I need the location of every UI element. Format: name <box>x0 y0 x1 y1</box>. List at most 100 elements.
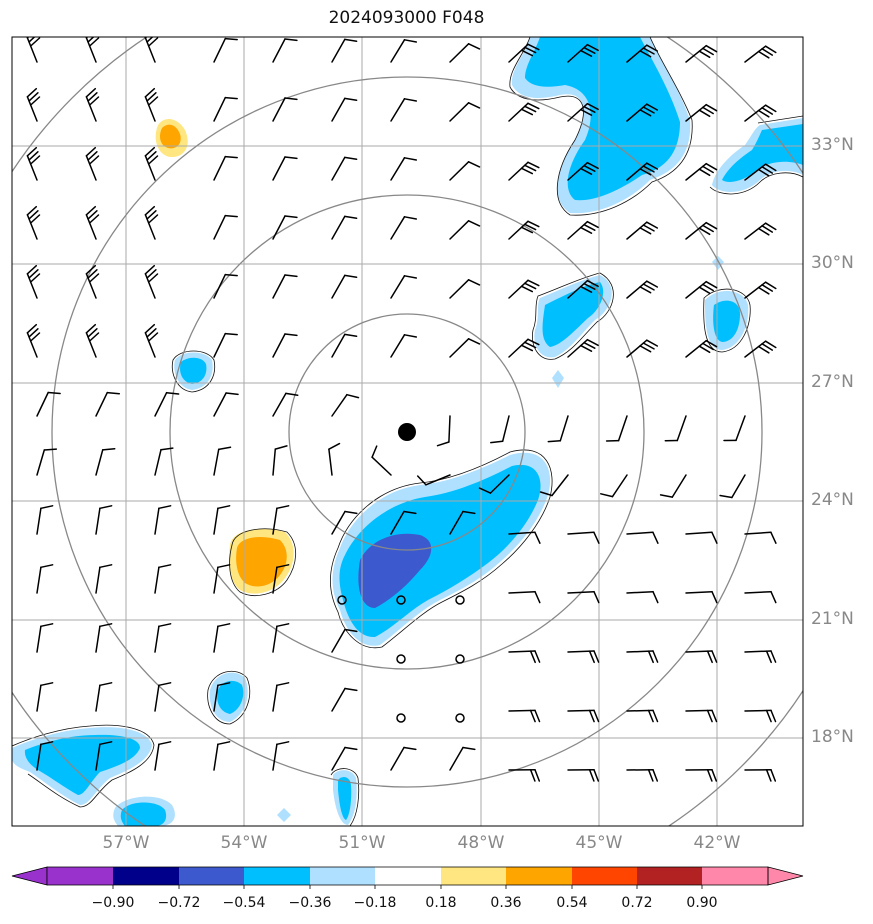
wind-barb-feather <box>462 510 476 515</box>
wind-barb-feather <box>416 475 427 486</box>
wind-barb-feather <box>29 37 41 47</box>
wind-barb-feather <box>529 709 536 723</box>
wind-barb <box>213 743 219 771</box>
wind-barb-feather <box>99 505 113 510</box>
wind-barb <box>272 507 278 535</box>
lon-label-42w: 42°W <box>693 833 741 853</box>
lat-label-27n: 27°N <box>811 372 854 392</box>
wind-barb-feather <box>580 285 593 293</box>
wind-barb-feather <box>761 166 774 174</box>
wind-barb <box>685 531 713 535</box>
wind-barb-feather <box>87 328 98 338</box>
wind-barb <box>213 96 227 122</box>
wind-barb-feather <box>88 155 100 165</box>
wind-barb <box>449 102 470 122</box>
wind-barb-feather <box>702 283 714 292</box>
wind-barb <box>36 507 42 535</box>
wind-barb-feather <box>529 769 536 782</box>
wind-barb-feather <box>764 222 777 231</box>
wind-barb-feather <box>467 338 481 345</box>
wind-barb-feather <box>583 164 596 172</box>
wind-barb <box>390 334 406 358</box>
wind-barb-feather <box>371 445 378 458</box>
wind-barb-feather <box>719 494 733 499</box>
wind-barb-feather <box>328 442 341 450</box>
wind-barb-feather <box>462 746 476 751</box>
wind-barb-feather <box>527 161 540 169</box>
wind-barb <box>744 531 772 535</box>
wind-barb-feather <box>642 165 655 173</box>
wind-barb-feather <box>705 162 718 171</box>
wind-barb <box>95 684 101 712</box>
wind-barb <box>331 510 346 535</box>
wind-barb <box>449 43 470 63</box>
wind-barb-feather <box>770 709 777 723</box>
wind-barb-feather <box>99 682 113 687</box>
wind-barb-feather <box>403 216 418 220</box>
wind-barb-feather <box>88 273 100 283</box>
wind-barb-feather <box>43 448 58 451</box>
wind-barb <box>95 507 101 535</box>
wind-barb-feather <box>467 161 481 168</box>
wind-barb <box>676 415 687 442</box>
wind-barb-feather <box>285 392 299 397</box>
wind-barb <box>331 333 346 358</box>
colorbar-tick-label: −0.72 <box>157 895 201 911</box>
wind-barb-feather <box>28 210 39 220</box>
wind-barb <box>508 590 536 594</box>
wind-barb <box>685 590 713 594</box>
wind-barb-feather <box>276 623 290 628</box>
wind-barb <box>449 279 470 299</box>
wind-barb <box>95 391 109 417</box>
wind-barb-feather <box>520 285 534 293</box>
wind-barb-feather <box>490 440 504 444</box>
wind-barb <box>489 474 510 494</box>
wind-barb <box>390 275 406 299</box>
wind-barb <box>95 449 104 476</box>
map-frame <box>11 36 804 827</box>
wind-barb-feather <box>87 37 95 43</box>
wind-barb <box>390 216 406 240</box>
wind-barb-feather <box>765 709 772 723</box>
wind-barb-feather <box>29 332 41 342</box>
wind-barb-feather <box>28 37 36 43</box>
wind-barb <box>213 214 227 240</box>
wind-barb <box>213 625 219 653</box>
lat-label-18n: 18°N <box>811 727 854 747</box>
wind-barb-feather <box>527 43 540 51</box>
wind-barb-feather <box>705 221 718 230</box>
wind-barb-feather <box>764 45 777 54</box>
colorbar-tick-label: −0.54 <box>222 895 266 911</box>
wind-barb-feather <box>698 109 711 118</box>
wind-barb-feather <box>586 338 599 347</box>
calm-wind-markers <box>337 595 465 723</box>
wind-barb-feather <box>761 225 774 233</box>
wind-barb-feather <box>29 96 41 106</box>
wind-barb-feather <box>639 345 652 353</box>
wind-barb-feather <box>652 531 659 544</box>
wind-barb <box>213 507 219 535</box>
wind-barb <box>213 448 220 476</box>
wind-barb-feather <box>478 487 492 494</box>
wind-barb <box>331 393 348 417</box>
wind-barb-feather <box>224 273 238 277</box>
wind-barb-feather <box>146 92 157 102</box>
wind-barb-feather <box>765 769 772 782</box>
wind-barb <box>272 156 286 181</box>
wind-barb <box>95 625 101 653</box>
wind-barb-feather <box>534 590 541 604</box>
wind-barb <box>36 684 42 712</box>
wind-barb-feather <box>593 531 600 544</box>
wind-barb-feather <box>534 650 541 663</box>
wind-barb-feather <box>646 339 659 347</box>
wind-barb-feather <box>600 493 614 498</box>
wind-barb <box>671 474 687 498</box>
wind-barb <box>371 456 392 476</box>
wind-barb-feather <box>764 281 777 290</box>
wind-barb-feather <box>85 205 97 216</box>
wind-barb <box>331 38 346 63</box>
wind-barb-feather <box>702 165 714 174</box>
wind-barb-feather <box>276 682 290 687</box>
wind-barb-feather <box>28 151 39 161</box>
wind-barb-feather <box>144 323 156 334</box>
